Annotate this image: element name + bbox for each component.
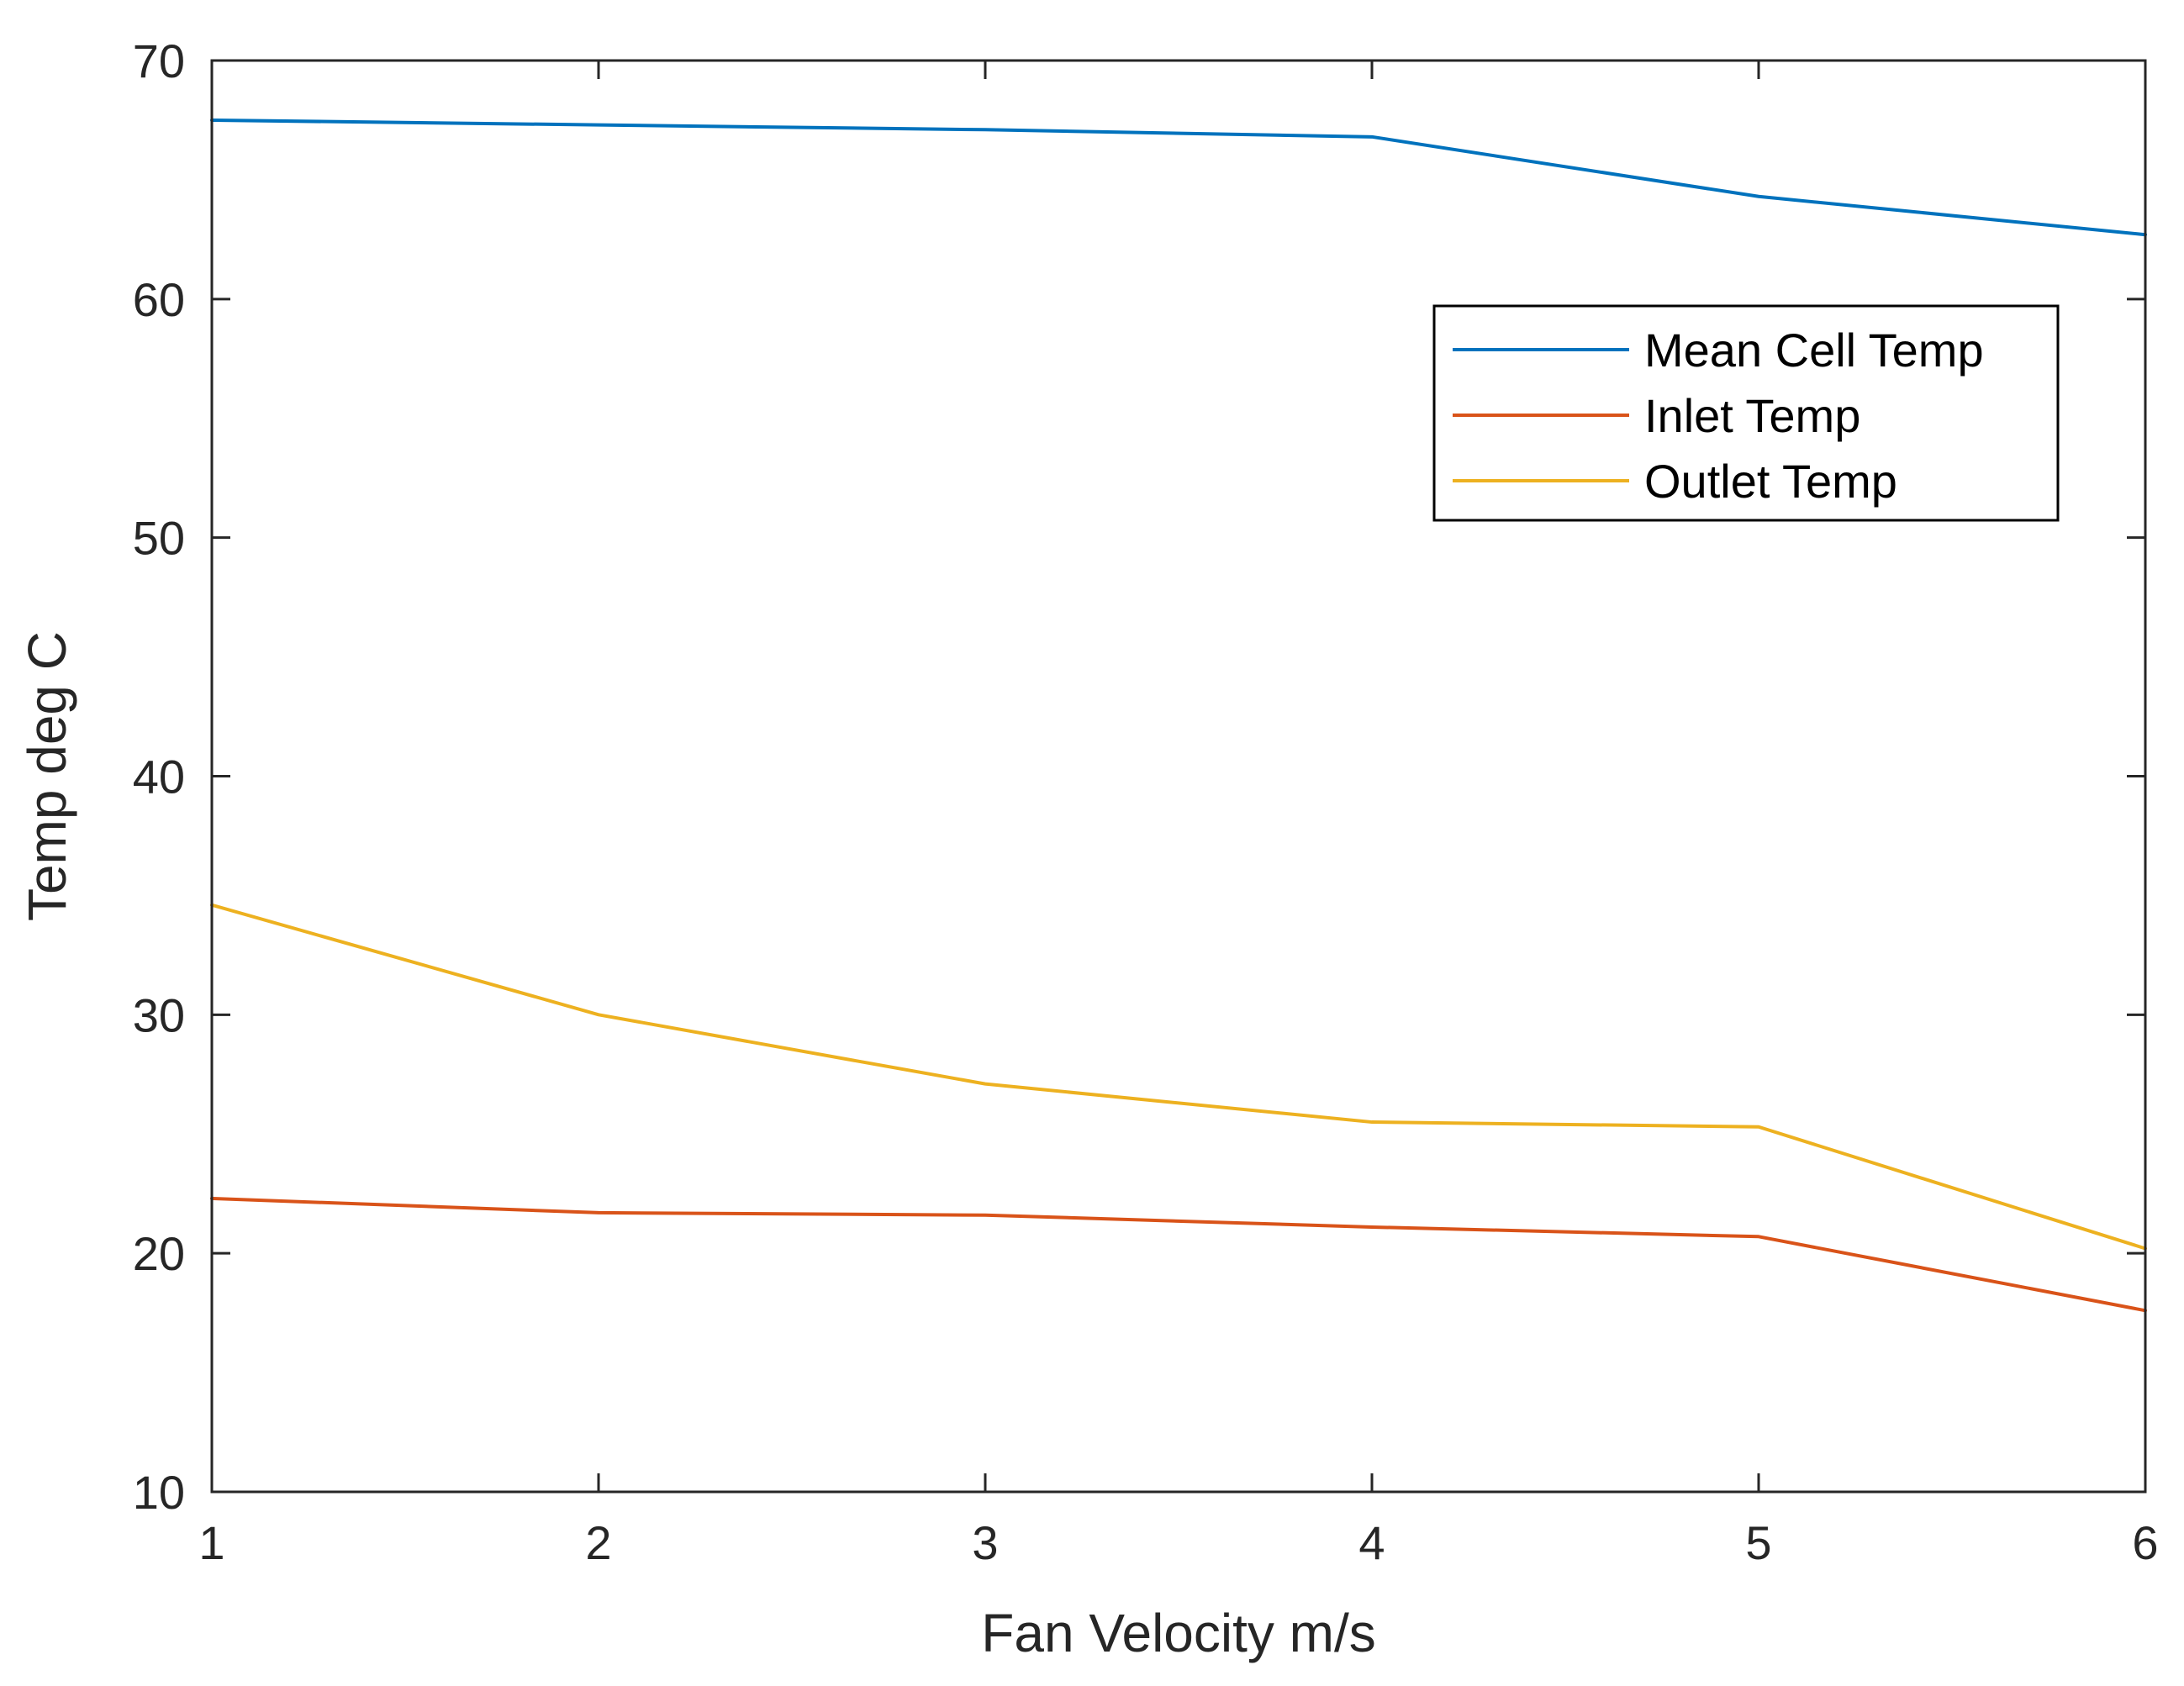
legend: Mean Cell Temp Inlet Temp Outlet Temp (1432, 304, 2060, 522)
x-axis-label: Fan Velocity m/s (981, 1603, 1376, 1663)
x-tick-label: 3 (972, 1516, 998, 1569)
y-tick-label: 30 (133, 988, 185, 1041)
x-tick-label: 1 (198, 1516, 224, 1569)
series-line-mean-cell-temp (210, 118, 2147, 237)
y-tick-label: 10 (133, 1466, 185, 1519)
legend-box (1432, 304, 2060, 522)
series-line-inlet-temp (210, 1196, 2147, 1313)
x-tick-label: 4 (1358, 1516, 1385, 1569)
x-tick-label: 5 (1745, 1516, 1771, 1569)
series-line-outlet-temp (210, 903, 2147, 1251)
axis-ticks (210, 59, 2147, 1494)
legend-label: Outlet Temp (1644, 455, 1897, 508)
plot-lines (210, 118, 2147, 1313)
y-tick-label: 40 (133, 751, 185, 803)
y-tick-label: 50 (133, 512, 185, 565)
legend-label: Mean Cell Temp (1644, 324, 1984, 377)
y-tick-label: 20 (133, 1227, 185, 1280)
x-tick-label: 2 (585, 1516, 611, 1569)
y-tick-label: 70 (133, 34, 185, 87)
legend-label: Inlet Temp (1644, 389, 1860, 442)
tick-labels: 1 2 3 4 5 6 10 20 30 40 50 60 70 (133, 34, 2159, 1569)
y-tick-label: 60 (133, 273, 185, 326)
x-tick-label: 6 (2132, 1516, 2158, 1569)
y-axis-label: Temp deg C (17, 631, 77, 921)
